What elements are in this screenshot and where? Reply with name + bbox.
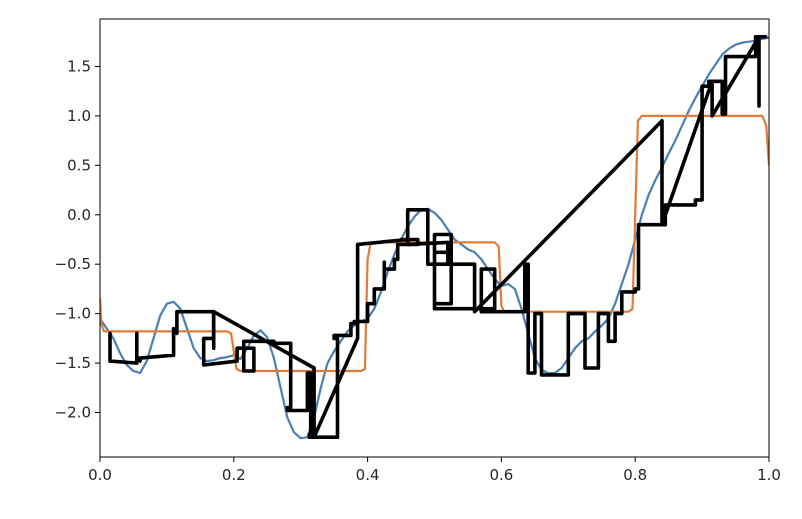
y-tick-label: −2.0 — [55, 404, 91, 422]
axes-frame — [99, 18, 770, 458]
series-line-4 — [211, 34, 761, 440]
x-tick-label: 1.0 — [757, 466, 781, 484]
y-tick-label: −1.0 — [55, 305, 91, 323]
x-tick-label: 0.4 — [356, 466, 380, 484]
x-tick-label: 0.0 — [88, 466, 112, 484]
y-tick-label: 1.5 — [67, 57, 91, 75]
x-tick-label: 0.8 — [623, 466, 647, 484]
y-tick-label: 1.0 — [67, 107, 91, 125]
x-tick-label: 0.6 — [489, 466, 513, 484]
y-tick-label: 0.0 — [67, 206, 91, 224]
series-line-1 — [100, 36, 769, 440]
series-layer — [100, 34, 769, 440]
ticks-layer: 0.0 0.2 0.4 0.6 0.8 1.0 1.5 1.0 0.5 0.0 −0.5 −1.0 −1… — [55, 57, 781, 484]
y-tick-label: −0.5 — [55, 255, 91, 273]
y-tick-label: −1.5 — [55, 354, 91, 372]
y-tick-label: 0.5 — [67, 156, 91, 174]
x-tick-label: 0.2 — [222, 466, 246, 484]
